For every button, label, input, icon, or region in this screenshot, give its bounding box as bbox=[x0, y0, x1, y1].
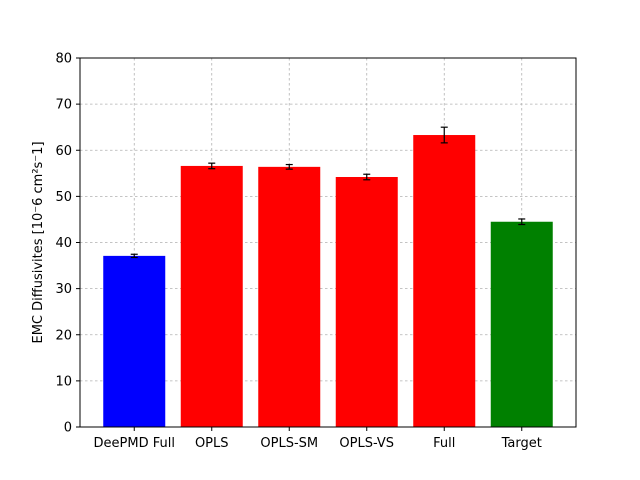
x-tick-label: Target bbox=[501, 436, 542, 451]
y-tick-label: 70 bbox=[55, 98, 72, 113]
bar-opls-sm bbox=[258, 166, 321, 428]
y-tick-label: 30 bbox=[55, 282, 72, 297]
y-tick-label: 40 bbox=[55, 236, 72, 251]
bars bbox=[103, 135, 553, 428]
x-tick-label: DeePMD Full bbox=[94, 436, 175, 451]
y-tick-label: 80 bbox=[55, 52, 72, 67]
bar-opls bbox=[180, 165, 243, 427]
y-tick-label: 60 bbox=[55, 144, 72, 159]
y-tick-label: 10 bbox=[55, 374, 72, 389]
bar-target bbox=[490, 221, 553, 427]
x-tick-label: OPLS-SM bbox=[260, 436, 318, 451]
y-tick-label: 20 bbox=[55, 328, 72, 343]
bar-opls-vs bbox=[335, 177, 398, 427]
x-tick-label: Full bbox=[433, 436, 455, 451]
x-tick-label: OPLS-VS bbox=[339, 436, 394, 451]
x-axis-ticks: DeePMD Full OPLS OPLS-SM OPLS-VS Full Target bbox=[94, 427, 542, 451]
y-axis-ticks: 0 10 20 30 40 50 60 70 80 bbox=[55, 52, 80, 436]
y-tick-label: 50 bbox=[55, 190, 72, 205]
error-bars bbox=[130, 126, 526, 259]
y-tick-label: 0 bbox=[64, 421, 72, 436]
x-tick-label: OPLS bbox=[195, 436, 229, 451]
bar-deepmd-full bbox=[103, 255, 166, 427]
bar-full bbox=[413, 135, 476, 427]
y-axis-label: EMC Diffusivites [10⁻6 cm²s⁻1] bbox=[31, 141, 46, 343]
